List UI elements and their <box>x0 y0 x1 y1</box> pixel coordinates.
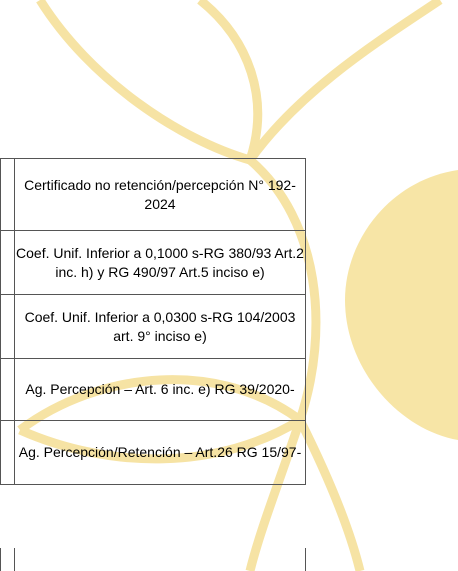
cell: Coef. Unif. Inferior a 0,0300 s-RG 104/2… <box>14 294 306 359</box>
cell: Ag. Percepción – Art. 6 inc. e) RG 39/20… <box>14 358 306 421</box>
leaf <box>36 0 263 166</box>
cell <box>0 230 15 295</box>
cell: Coef. Unif. Inferior a 0,1000 s-RG 380/9… <box>14 230 306 295</box>
table: Certificado no retención/percepción N° 1… <box>0 158 306 485</box>
leaf <box>246 0 443 163</box>
stem <box>295 417 365 571</box>
table-continuation <box>0 548 306 571</box>
cell <box>0 294 15 359</box>
cell <box>0 158 15 231</box>
leaf-blob <box>345 170 458 440</box>
cell <box>0 420 15 485</box>
table-continuation <box>14 548 15 571</box>
cell <box>0 358 15 421</box>
cell: Certificado no retención/percepción N° 1… <box>14 158 306 231</box>
cell: Ag. Percepción/Retención – Art.26 RG 15/… <box>14 420 306 485</box>
